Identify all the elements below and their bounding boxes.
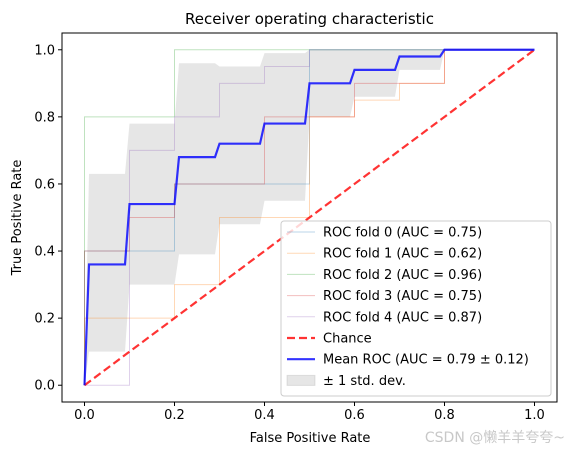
legend-label: Mean ROC (AUC = 0.79 ± 0.12)	[323, 353, 529, 368]
watermark-text: CSDN @懒羊羊夸夸~	[425, 430, 565, 446]
roc-fold-line-0	[84, 49, 535, 386]
legend-label: ROC fold 2 (AUC = 0.96)	[323, 268, 482, 283]
legend-label: Chance	[323, 332, 372, 347]
x-axis-label: False Positive Rate	[250, 431, 371, 446]
x-tick-label: 0.2	[164, 408, 185, 423]
x-tick-label: 0.4	[254, 408, 275, 423]
chart-title: Receiver operating characteristic	[185, 10, 434, 28]
y-tick-label: 0.6	[34, 177, 55, 192]
y-tick-label: 0.2	[34, 312, 55, 327]
legend-label: ROC fold 1 (AUC = 0.62)	[323, 247, 482, 262]
legend-box	[280, 220, 552, 397]
y-tick-label: 0.4	[34, 245, 55, 260]
chance-line	[83, 48, 536, 387]
x-tick-label: 1.0	[524, 408, 545, 423]
plot-content	[83, 48, 536, 387]
legend-label: ROC fold 0 (AUC = 0.75)	[323, 226, 482, 241]
axes-frame	[61, 32, 558, 403]
roc-fold-line-1	[84, 49, 535, 386]
legend-label: ROC fold 3 (AUC = 0.75)	[323, 289, 482, 304]
std-dev-band	[84, 49, 535, 386]
roc-fold-line-3	[84, 49, 535, 386]
mean-roc-line	[83, 48, 535, 386]
y-tick-label: 1.0	[34, 43, 55, 58]
legend-label: ± 1 std. dev.	[323, 374, 406, 389]
x-tick-label: 0.6	[344, 408, 365, 423]
roc-fold-line-4	[84, 49, 535, 386]
y-tick-label: 0.0	[34, 379, 55, 394]
y-axis-label: True Positive Rate	[10, 160, 25, 277]
x-tick-label: 0.0	[74, 408, 95, 423]
x-tick-label: 0.8	[434, 408, 455, 423]
legend-label: ROC fold 4 (AUC = 0.87)	[323, 310, 482, 325]
legend-swatch-std-dev	[286, 374, 316, 386]
y-tick-label: 0.8	[34, 110, 55, 125]
roc-fold-line-2	[84, 49, 535, 386]
